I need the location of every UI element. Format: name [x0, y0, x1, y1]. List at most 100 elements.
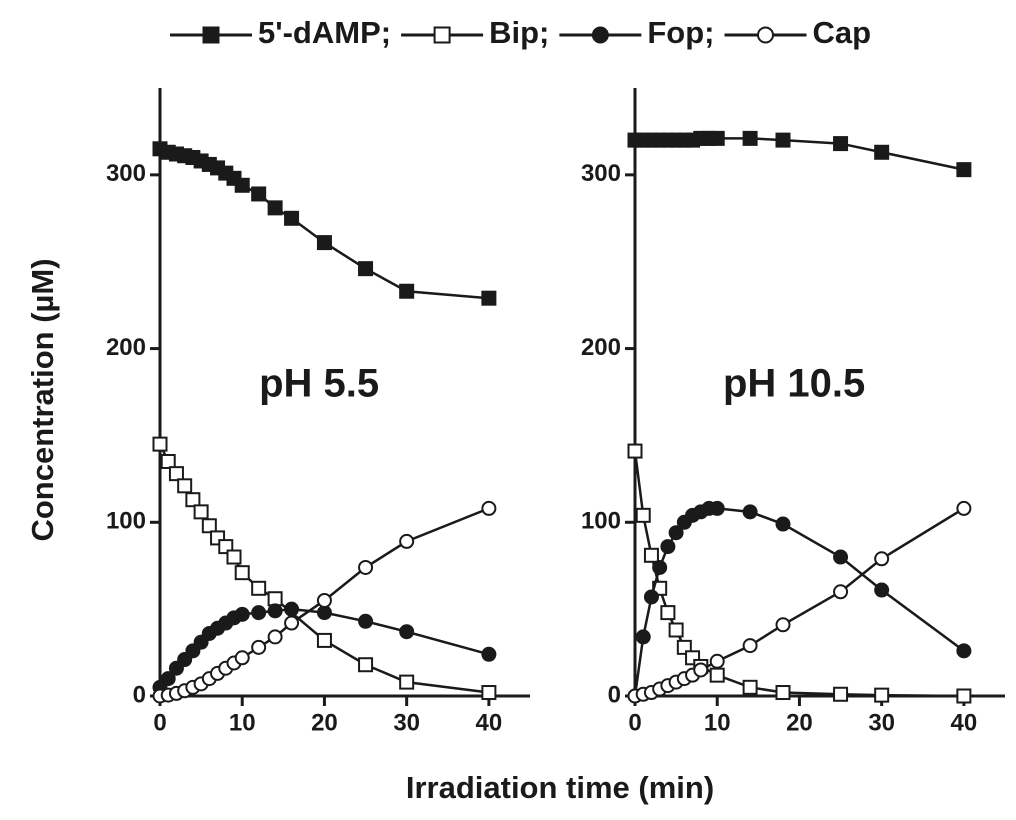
legend-label: Bip; [489, 15, 549, 50]
annotation: pH 10.5 [723, 361, 865, 405]
marker [481, 290, 497, 306]
marker [775, 516, 791, 532]
y-tick-label: 200 [581, 334, 621, 361]
marker [358, 261, 374, 277]
marker [742, 679, 758, 695]
marker [316, 592, 332, 608]
marker [234, 650, 250, 666]
marker [874, 144, 890, 160]
marker [775, 132, 791, 148]
x-axis-title: Irradiation time (min) [406, 770, 714, 805]
y-tick-label: 300 [106, 160, 146, 187]
x-tick-label: 0 [153, 709, 166, 736]
marker [399, 533, 415, 549]
marker [709, 653, 725, 669]
marker [202, 26, 220, 44]
y-tick-label: 0 [608, 681, 621, 708]
series-line [633, 507, 965, 697]
marker [433, 26, 451, 44]
marker [742, 504, 758, 520]
marker [226, 549, 242, 565]
marker [481, 646, 497, 662]
marker [193, 504, 209, 520]
marker [399, 283, 415, 299]
marker [358, 613, 374, 629]
series-line [634, 507, 965, 698]
marker [709, 130, 725, 146]
marker [284, 210, 300, 226]
marker [160, 671, 176, 687]
legend-label: Cap [813, 15, 872, 50]
marker [742, 638, 758, 654]
marker [267, 629, 283, 645]
marker [177, 478, 193, 494]
legend-item: Cap [724, 15, 872, 50]
legend-label: Fop; [647, 15, 714, 50]
marker [316, 235, 332, 251]
marker [652, 559, 668, 575]
marker [251, 186, 267, 202]
x-tick-label: 20 [786, 709, 813, 736]
marker [185, 492, 201, 508]
marker [358, 657, 374, 673]
marker [635, 507, 651, 523]
marker [251, 605, 267, 621]
marker [234, 177, 250, 193]
marker [693, 662, 709, 678]
legend-item: Bip; [401, 15, 549, 50]
legend-label: 5'-dAMP; [258, 15, 391, 50]
marker [833, 136, 849, 152]
marker [660, 605, 676, 621]
legend-item: 5'-dAMP; [170, 15, 391, 50]
x-tick-label: 40 [476, 709, 503, 736]
marker [267, 200, 283, 216]
marker [267, 591, 283, 607]
marker [358, 559, 374, 575]
marker [742, 130, 758, 146]
x-tick-label: 40 [951, 709, 978, 736]
marker [399, 674, 415, 690]
marker [399, 624, 415, 640]
marker [775, 685, 791, 701]
marker [874, 582, 890, 598]
x-tick-label: 10 [229, 709, 256, 736]
series-line [158, 443, 490, 694]
marker [316, 632, 332, 648]
marker [152, 436, 168, 452]
marker [251, 580, 267, 596]
marker [956, 688, 972, 704]
marker [234, 565, 250, 581]
marker [709, 667, 725, 683]
x-tick-label: 30 [393, 709, 420, 736]
marker [668, 622, 684, 638]
marker [168, 466, 184, 482]
marker [956, 500, 972, 516]
marker [874, 687, 890, 703]
marker [643, 547, 659, 563]
y-tick-label: 0 [133, 681, 146, 708]
marker [833, 549, 849, 565]
marker [481, 685, 497, 701]
marker [874, 551, 890, 567]
marker [160, 453, 176, 469]
legend-item: Fop; [559, 15, 715, 50]
y-axis-title: Concentration (µM) [25, 258, 60, 541]
marker [284, 601, 300, 617]
marker [660, 539, 676, 555]
x-tick-label: 10 [704, 709, 731, 736]
x-tick-label: 20 [311, 709, 338, 736]
y-tick-label: 100 [106, 508, 146, 535]
y-tick-label: 100 [581, 508, 621, 535]
marker [267, 603, 283, 619]
marker [251, 639, 267, 655]
marker [956, 643, 972, 659]
y-tick-label: 300 [581, 160, 621, 187]
marker [591, 26, 609, 44]
marker [643, 589, 659, 605]
marker [635, 629, 651, 645]
x-tick-label: 30 [868, 709, 895, 736]
marker [709, 500, 725, 516]
annotation: pH 5.5 [259, 361, 379, 405]
marker [833, 686, 849, 702]
marker [284, 615, 300, 631]
